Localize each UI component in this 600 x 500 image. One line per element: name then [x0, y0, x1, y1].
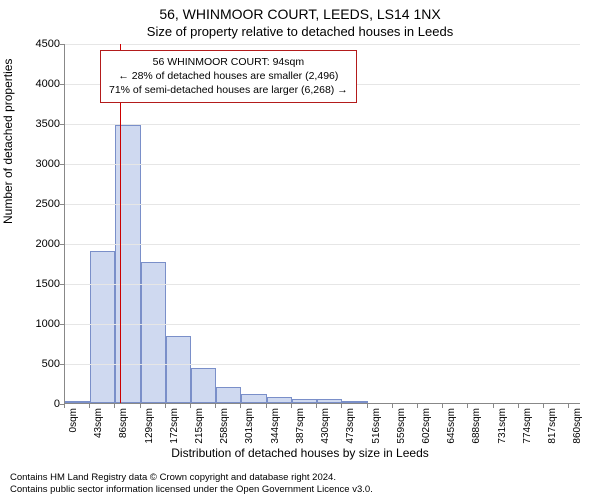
xtick-label: 258sqm [219, 408, 230, 444]
histogram-bar [191, 368, 216, 403]
annotation-line-3: 71% of semi-detached houses are larger (… [109, 83, 348, 97]
gridline [65, 244, 580, 245]
footer-text: Contains HM Land Registry data © Crown c… [10, 472, 373, 496]
histogram-bar [65, 401, 90, 403]
xtick-mark [165, 404, 166, 408]
xtick-label: 43sqm [93, 408, 104, 438]
xtick-mark [518, 404, 519, 408]
xtick-label: 430sqm [320, 408, 331, 444]
xtick-label: 817sqm [547, 408, 558, 444]
xtick-label: 129sqm [144, 408, 155, 444]
xtick-label: 215sqm [194, 408, 205, 444]
ytick-mark [60, 204, 64, 205]
xtick-mark [89, 404, 90, 408]
chart-container: 56, WHINMOOR COURT, LEEDS, LS14 1NX Size… [0, 0, 600, 500]
xtick-label: 172sqm [169, 408, 180, 444]
xtick-label: 688sqm [471, 408, 482, 444]
ytick-label: 1000 [10, 318, 60, 330]
xtick-label: 301sqm [244, 408, 255, 444]
xtick-mark [417, 404, 418, 408]
histogram-bar [342, 401, 367, 403]
xtick-mark [291, 404, 292, 408]
xtick-mark [568, 404, 569, 408]
xtick-label: 602sqm [421, 408, 432, 444]
histogram-bar [166, 336, 191, 403]
ytick-mark [60, 124, 64, 125]
xtick-mark [114, 404, 115, 408]
xtick-label: 387sqm [295, 408, 306, 444]
xtick-label: 344sqm [270, 408, 281, 444]
ytick-mark [60, 284, 64, 285]
ytick-label: 1500 [10, 278, 60, 290]
gridline [65, 284, 580, 285]
ytick-label: 4000 [10, 78, 60, 90]
ytick-label: 2500 [10, 198, 60, 210]
xtick-mark [64, 404, 65, 408]
xtick-label: 0sqm [68, 408, 79, 432]
annotation-box: 56 WHINMOOR COURT: 94sqm ← 28% of detach… [100, 50, 357, 103]
ytick-mark [60, 244, 64, 245]
ytick-label: 0 [10, 398, 60, 410]
histogram-bar [216, 387, 241, 403]
gridline [65, 164, 580, 165]
xtick-label: 731sqm [497, 408, 508, 444]
xtick-mark [215, 404, 216, 408]
histogram-bar [292, 399, 317, 403]
xtick-mark [316, 404, 317, 408]
gridline [65, 204, 580, 205]
chart-title-sub: Size of property relative to detached ho… [0, 24, 600, 39]
xtick-mark [543, 404, 544, 408]
xtick-mark [493, 404, 494, 408]
ytick-label: 2000 [10, 238, 60, 250]
x-axis-label: Distribution of detached houses by size … [0, 446, 600, 460]
gridline [65, 44, 580, 45]
footer-line-1: Contains HM Land Registry data © Crown c… [10, 472, 373, 484]
ytick-label: 3500 [10, 118, 60, 130]
xtick-mark [392, 404, 393, 408]
gridline [65, 364, 580, 365]
histogram-bar [241, 394, 266, 403]
xtick-mark [266, 404, 267, 408]
histogram-bar [267, 397, 292, 403]
ytick-label: 4500 [10, 38, 60, 50]
xtick-label: 860sqm [572, 408, 583, 444]
xtick-mark [190, 404, 191, 408]
annotation-line-2: ← 28% of detached houses are smaller (2,… [109, 69, 348, 83]
xtick-label: 473sqm [345, 408, 356, 444]
ytick-label: 3000 [10, 158, 60, 170]
gridline [65, 124, 580, 125]
ytick-mark [60, 84, 64, 85]
chart-title-main: 56, WHINMOOR COURT, LEEDS, LS14 1NX [0, 6, 600, 22]
xtick-mark [467, 404, 468, 408]
xtick-mark [341, 404, 342, 408]
ytick-label: 500 [10, 358, 60, 370]
ytick-mark [60, 44, 64, 45]
xtick-label: 559sqm [396, 408, 407, 444]
histogram-bar [90, 251, 115, 403]
ytick-mark [60, 364, 64, 365]
xtick-label: 516sqm [371, 408, 382, 444]
annotation-line-1: 56 WHINMOOR COURT: 94sqm [109, 55, 348, 69]
xtick-label: 86sqm [118, 408, 129, 438]
xtick-mark [140, 404, 141, 408]
xtick-label: 645sqm [446, 408, 457, 444]
xtick-mark [442, 404, 443, 408]
ytick-mark [60, 164, 64, 165]
ytick-mark [60, 324, 64, 325]
footer-line-2: Contains public sector information licen… [10, 484, 373, 496]
xtick-label: 774sqm [522, 408, 533, 444]
xtick-mark [240, 404, 241, 408]
xtick-mark [367, 404, 368, 408]
histogram-bar [317, 399, 342, 403]
gridline [65, 324, 580, 325]
